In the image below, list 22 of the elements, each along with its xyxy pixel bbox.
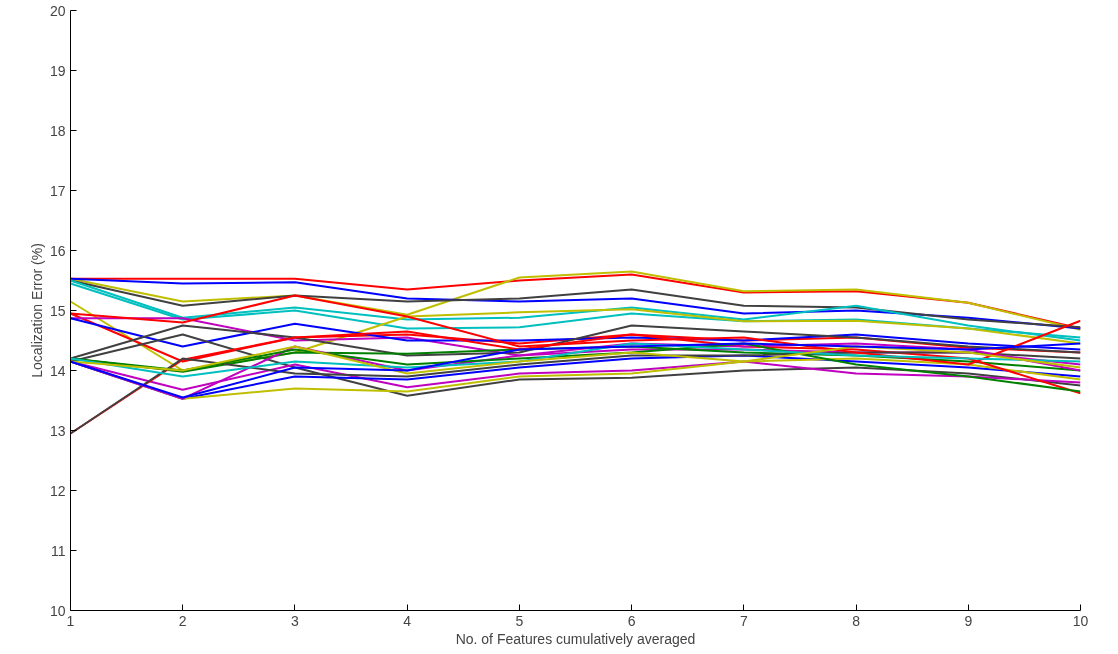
x-tick-label: 2 (178, 612, 187, 629)
x-tick-label: 10 (1072, 612, 1089, 629)
x-tick-label: 4 (403, 612, 412, 629)
y-tick-label: 17 (49, 182, 66, 199)
x-tick-label: 8 (852, 612, 861, 629)
y-tick-label: 11 (50, 542, 66, 559)
x-tick-label: 5 (515, 612, 524, 629)
x-tick-label: 1 (66, 612, 75, 629)
y-axis-title: Localization Error (%) (28, 243, 45, 378)
y-tick-label: 20 (49, 2, 66, 19)
x-tick-label: 6 (627, 612, 636, 629)
y-tick-label: 15 (49, 302, 66, 319)
y-tick-label: 13 (49, 422, 66, 439)
y-tick-label: 12 (49, 482, 66, 499)
y-tick-label: 19 (49, 62, 66, 79)
x-tick-label: 7 (739, 612, 748, 629)
x-tick-label: 3 (291, 612, 300, 629)
y-tick-label: 16 (49, 242, 66, 259)
y-tick-label: 14 (49, 362, 66, 379)
y-tick-label: 18 (49, 122, 66, 139)
x-tick-label: 9 (964, 612, 973, 629)
x-axis-title: No. of Features cumulatively averaged (455, 630, 696, 647)
